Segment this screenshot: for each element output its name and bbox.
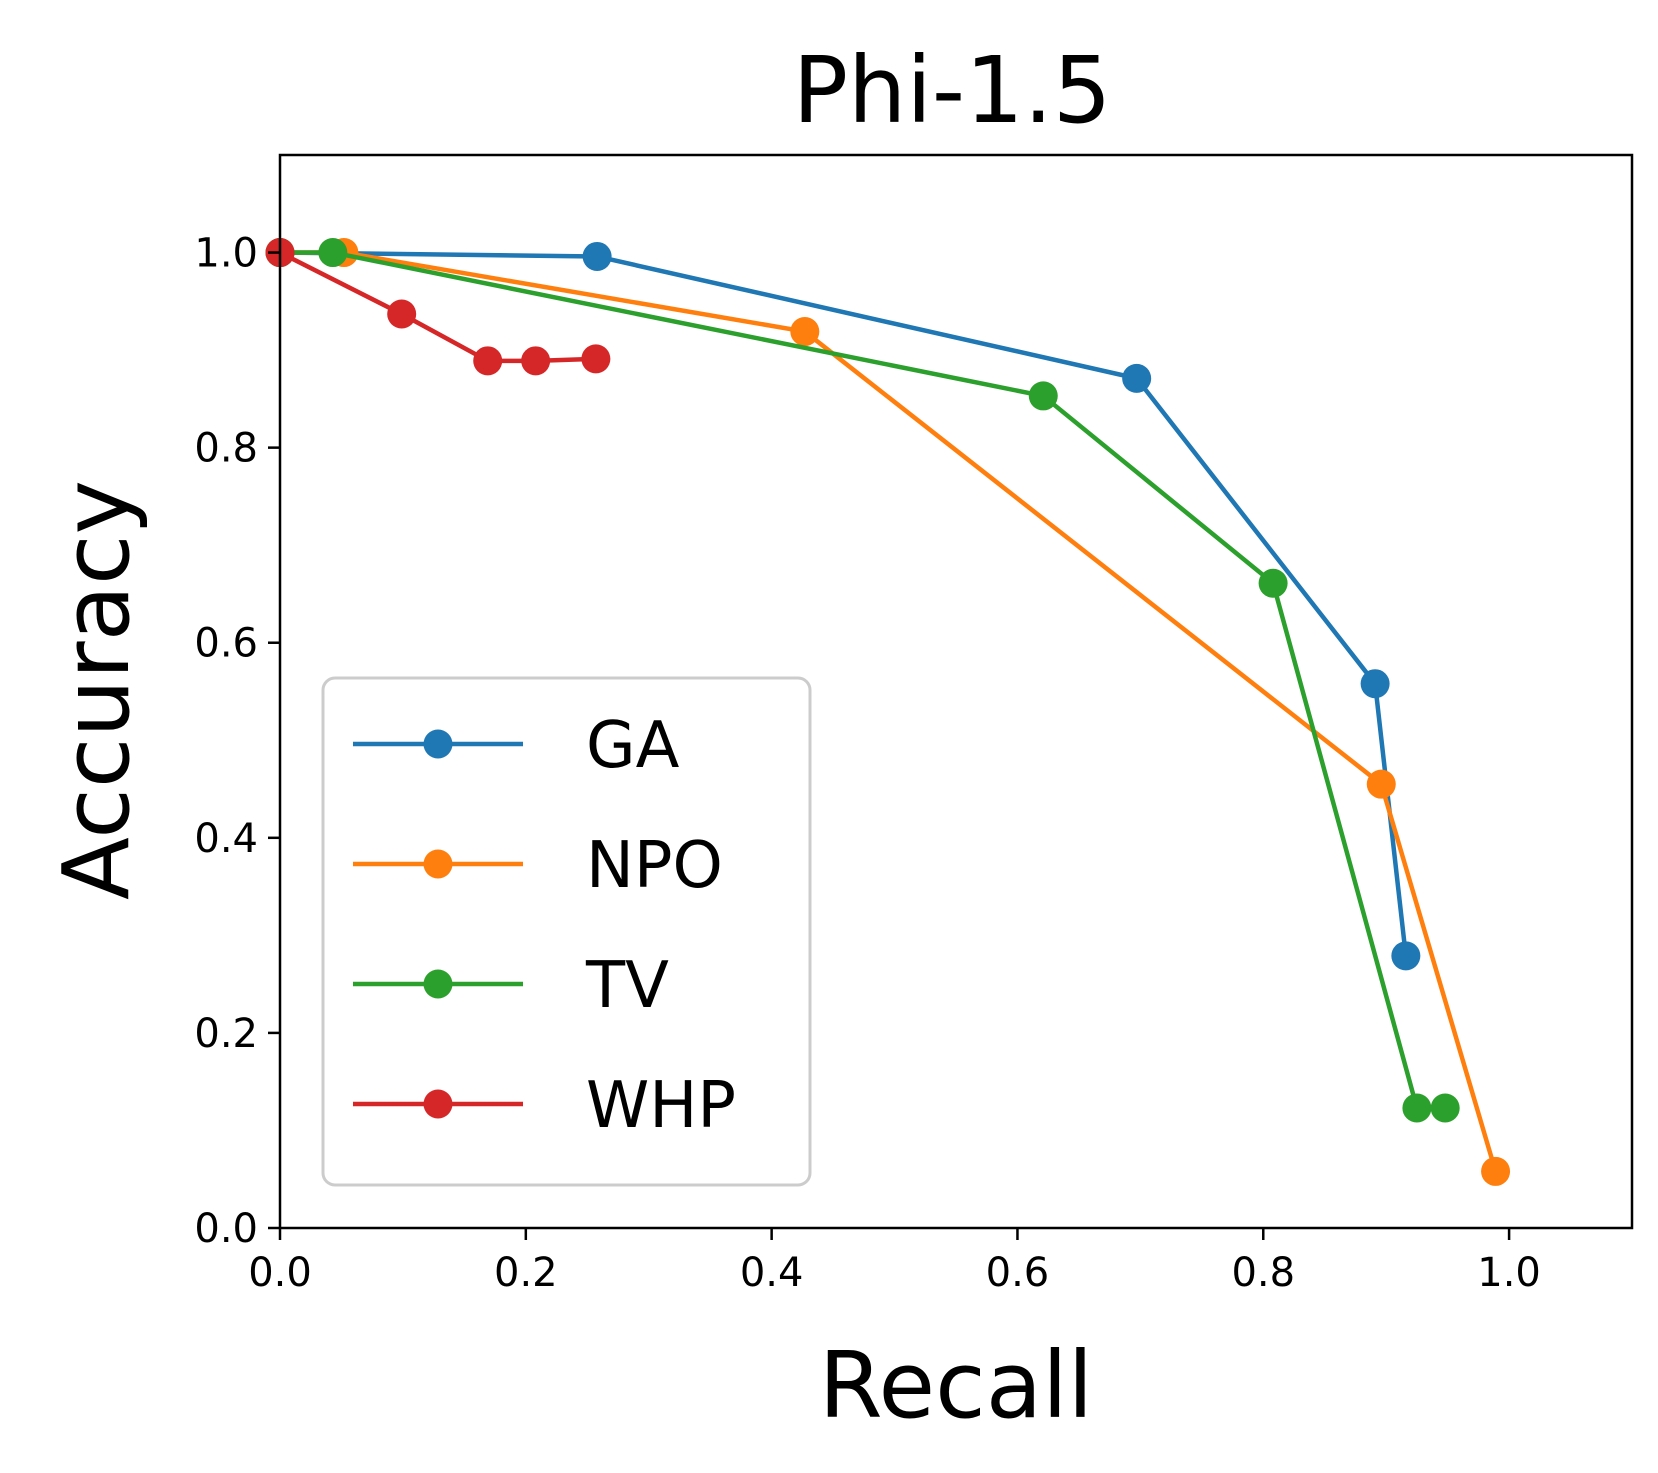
data-point-tv — [1028, 381, 1058, 411]
legend-marker-ga — [423, 729, 453, 759]
data-point-ga — [582, 241, 612, 271]
y-tick-label: 1.0 — [194, 231, 258, 277]
x-axis-label: Recall — [819, 1332, 1093, 1439]
y-tick-label: 0.6 — [194, 621, 258, 667]
data-point-tv — [1430, 1093, 1460, 1123]
legend-label-tv: TV — [585, 949, 669, 1023]
legend-item-ga: GA — [353, 709, 680, 783]
data-point-npo — [1366, 769, 1396, 799]
axis-ticks: 0.0 0.2 0.4 0.6 0.8 1.0 0.0 0.2 0.4 0.6 0.8 1.0 — [194, 231, 1541, 1296]
legend-item-whp: WHP — [353, 1069, 736, 1143]
data-point-ga — [1122, 363, 1152, 393]
data-point-npo — [790, 317, 820, 347]
legend-marker-npo — [423, 849, 453, 879]
data-point-tv — [1402, 1093, 1432, 1123]
legend-label-whp: WHP — [586, 1069, 736, 1143]
legend-marker-tv — [423, 969, 453, 999]
data-point-ga — [1391, 941, 1421, 971]
plot-frame — [278, 153, 1634, 1230]
legend-label-ga: GA — [586, 709, 680, 783]
y-axis-label: Accuracy — [43, 480, 150, 900]
data-point-whp — [473, 346, 503, 376]
x-tick-label: 0.4 — [740, 1250, 804, 1296]
y-tick-label: 0.8 — [194, 426, 258, 472]
data-point-whp — [581, 344, 611, 374]
legend-item-npo: NPO — [353, 829, 723, 903]
data-point-ga — [1360, 669, 1390, 699]
chart-title: Phi-1.5 — [793, 37, 1112, 144]
x-tick-label: 0.2 — [494, 1250, 558, 1296]
legend-box — [321, 676, 812, 1187]
series-whp — [265, 238, 611, 376]
legend-marker-whp — [423, 1089, 453, 1119]
y-tick-label: 0.0 — [194, 1206, 258, 1252]
data-point-tv — [1258, 568, 1288, 598]
legend-item-tv: TV — [353, 949, 669, 1023]
y-tick-label: 0.2 — [194, 1011, 258, 1057]
x-tick-label: 1.0 — [1477, 1250, 1541, 1296]
legend: GA NPO TV WHP — [321, 676, 812, 1187]
data-point-whp — [521, 346, 551, 376]
legend-label-npo: NPO — [586, 829, 723, 903]
data-point-npo — [1481, 1156, 1511, 1186]
data-point-tv — [318, 238, 348, 268]
x-tick-label: 0.8 — [1231, 1250, 1295, 1296]
x-tick-label: 0.6 — [986, 1250, 1050, 1296]
data-point-whp — [387, 299, 417, 329]
y-tick-label: 0.4 — [194, 816, 258, 862]
x-tick-label: 0.0 — [248, 1250, 312, 1296]
